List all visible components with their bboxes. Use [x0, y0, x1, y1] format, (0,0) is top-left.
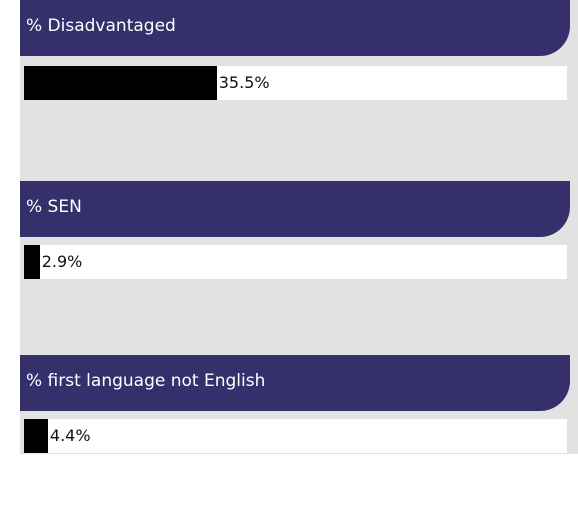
- panel-header: % first language not English: [20, 355, 570, 411]
- bar-track: 35.5%: [24, 66, 567, 100]
- page: % Disadvantaged 35.5% % SEN 2.9% % first lan…: [20, 0, 578, 454]
- bar-track: 2.9%: [24, 245, 567, 279]
- bar: [24, 66, 217, 100]
- chart: % Disadvantaged 35.5% % SEN 2.9% % first lan…: [20, 0, 578, 454]
- bar: [24, 419, 48, 453]
- bar-track: 4.4%: [24, 419, 567, 453]
- value-label: 2.9%: [41, 252, 83, 271]
- value-label: 4.4%: [49, 426, 91, 445]
- panel: % first language not English 4.4%: [20, 355, 578, 529]
- value-label: 35.5%: [218, 73, 270, 92]
- panel: % Disadvantaged 35.5%: [20, 0, 578, 170]
- panel-header: % Disadvantaged: [20, 0, 570, 56]
- panel-header: % SEN: [20, 181, 570, 237]
- panel: % SEN 2.9%: [20, 181, 578, 355]
- bar: [24, 245, 40, 279]
